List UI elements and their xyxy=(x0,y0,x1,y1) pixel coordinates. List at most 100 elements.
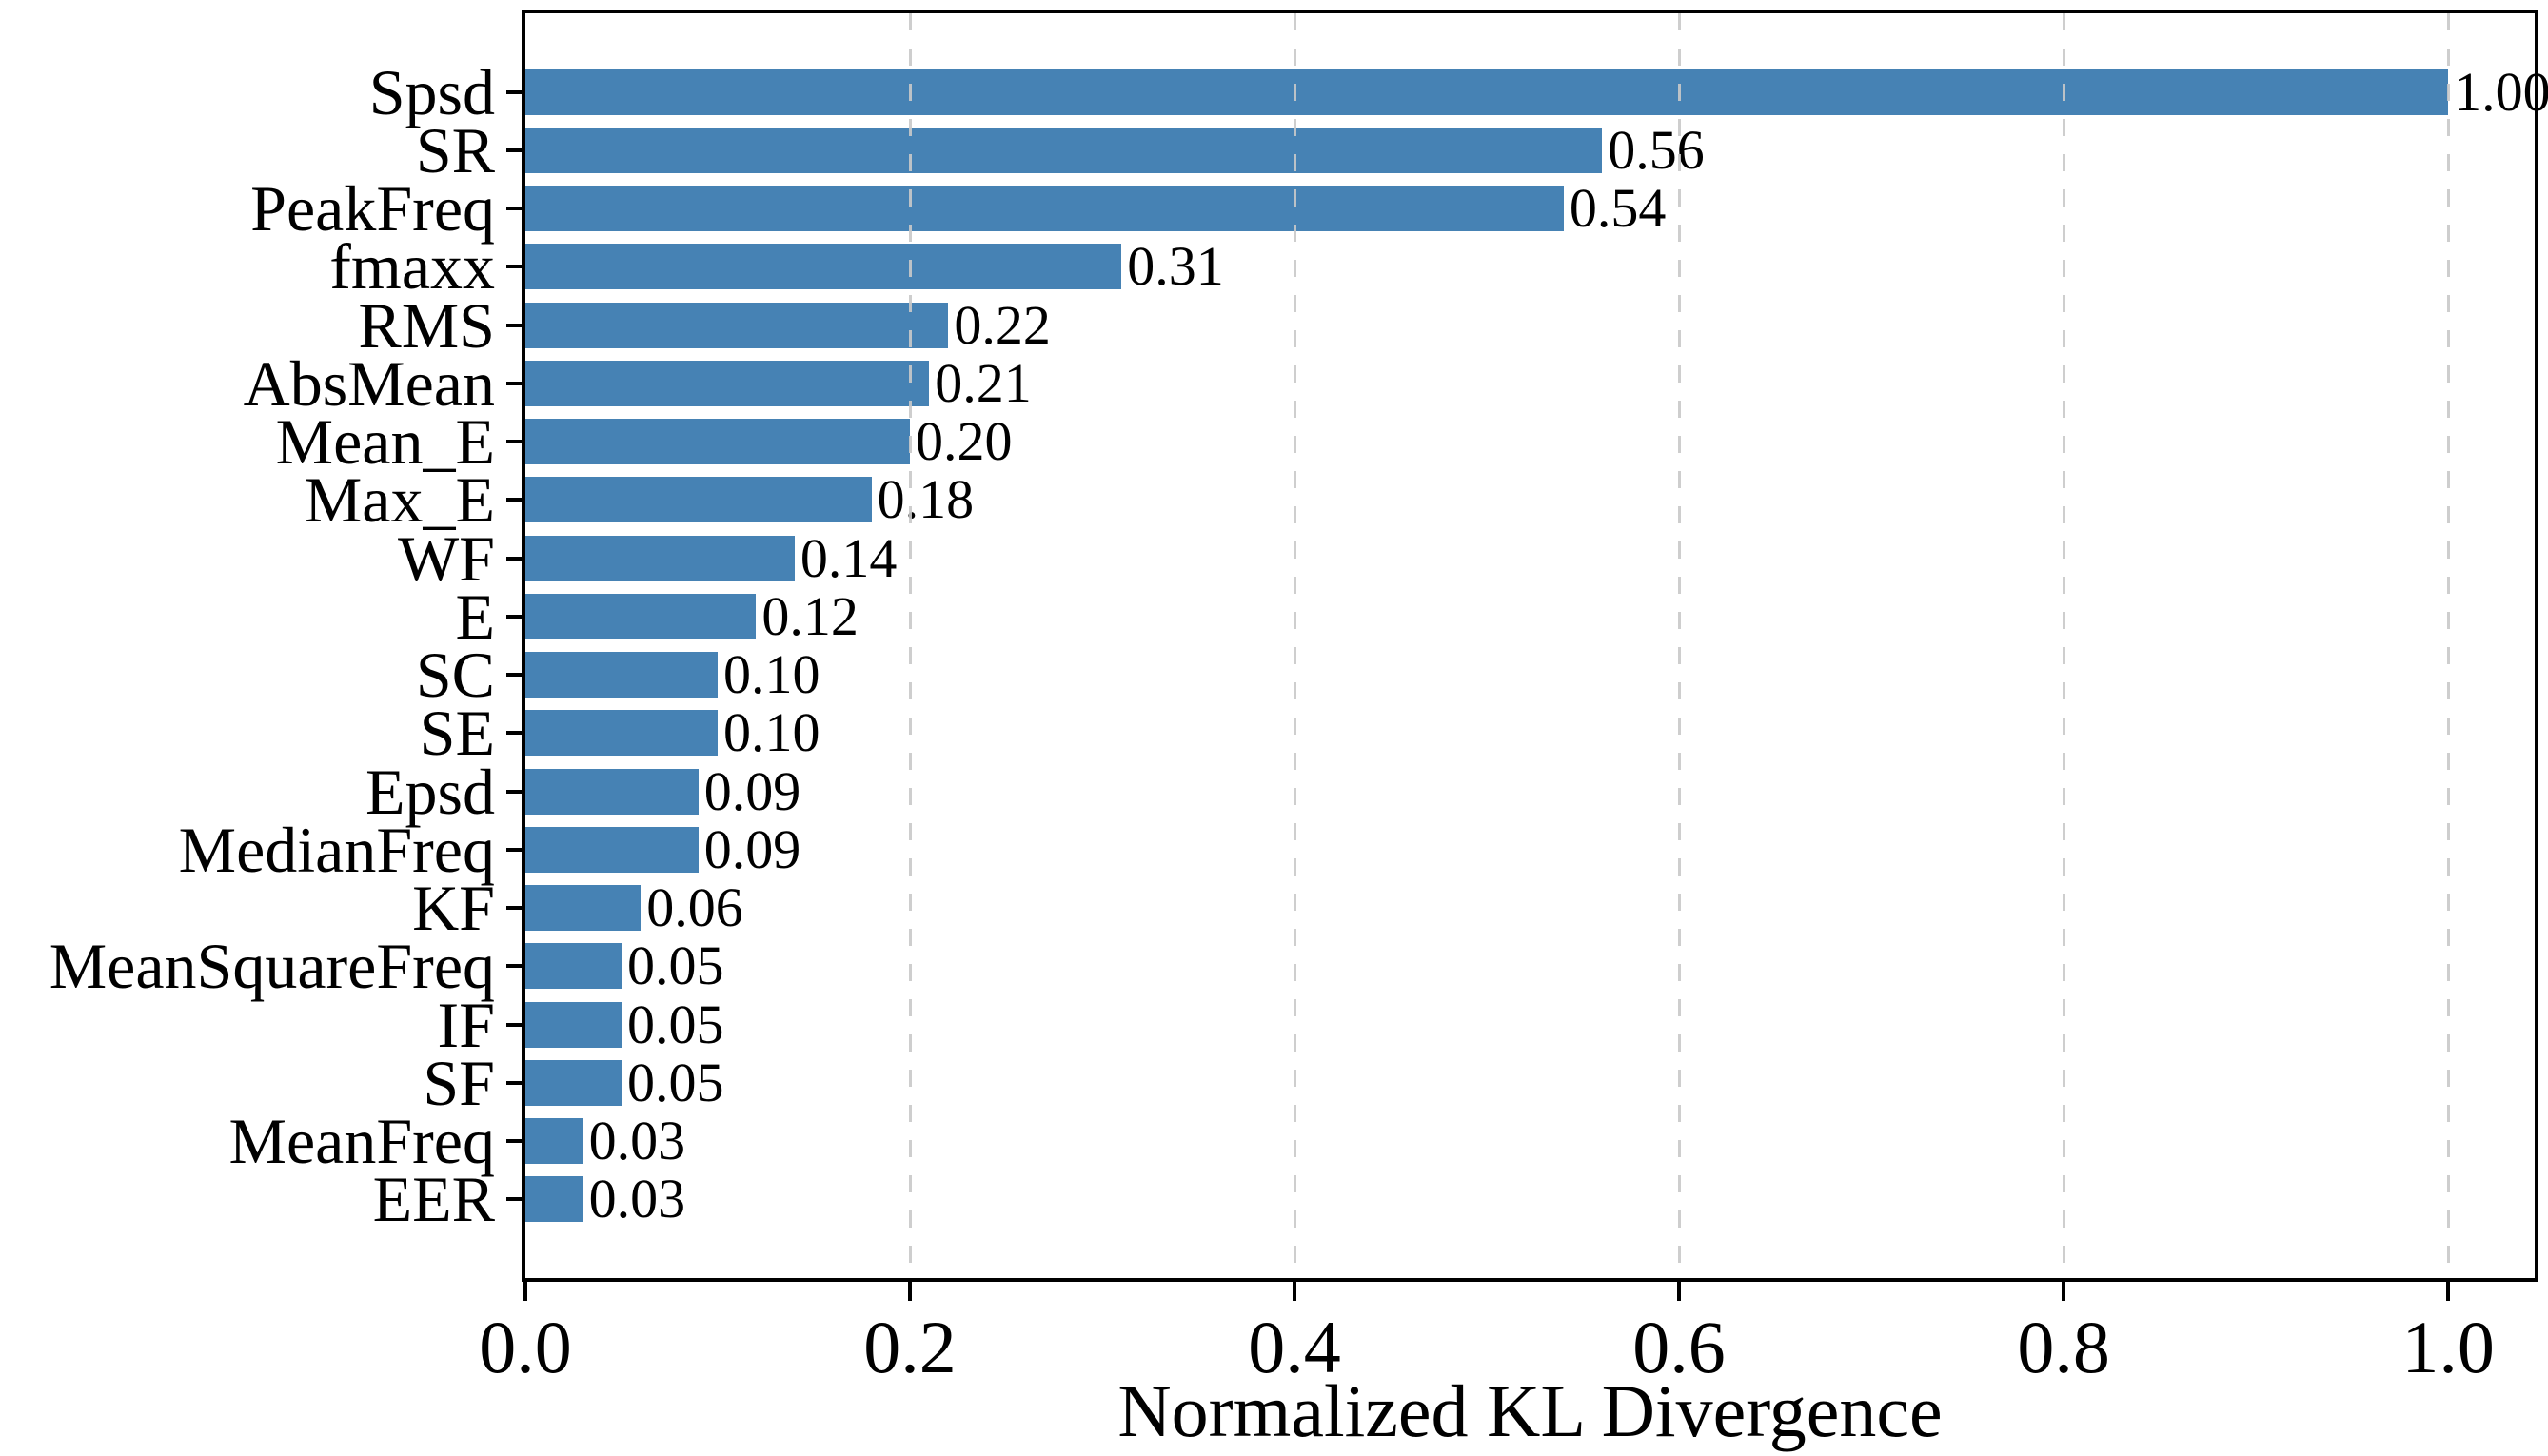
x-tick-mark xyxy=(523,1282,527,1301)
x-tick-label: 0.2 xyxy=(863,1306,957,1388)
y-tick-label: EER xyxy=(372,1163,495,1236)
y-tick-label: IF xyxy=(437,988,495,1061)
y-tick-label: SE xyxy=(419,697,495,770)
y-tick-label: WF xyxy=(398,521,495,595)
y-tick-label: RMS xyxy=(358,288,495,362)
bar-eer xyxy=(525,1176,583,1223)
y-tick-mark xyxy=(506,323,522,327)
bar-row: 0.20 xyxy=(525,413,2535,471)
bar-e xyxy=(525,593,757,639)
y-row: MedianFreq xyxy=(0,817,522,882)
bar-absmean xyxy=(525,360,930,406)
y-tick-mark xyxy=(506,265,522,269)
y-axis-labels: Spsd SR PeakFreq fmaxx RMS AbsMean Mean_E Max_E… xyxy=(0,13,522,1278)
y-row: Mean_E xyxy=(0,409,522,474)
x-tick-label: 0.8 xyxy=(2017,1306,2110,1388)
y-tick-label: KF xyxy=(412,872,495,944)
x-tick-mark xyxy=(2446,1282,2451,1301)
y-row: MeanSquareFreq xyxy=(0,930,522,1003)
plot-inner: 1.00 0.56 0.54 0.31 0.22 0.21 0.20 0.18 0.14 0.12… xyxy=(525,13,2548,1278)
y-tick-mark xyxy=(506,440,522,443)
y-tick-label: Mean_E xyxy=(275,405,495,478)
bar-value-label: 0.12 xyxy=(761,584,859,647)
y-tick-mark xyxy=(506,906,522,910)
bar-value-label: 0.03 xyxy=(588,1168,686,1230)
bar-mean_e xyxy=(525,419,911,464)
bar-row: 0.10 xyxy=(525,704,2535,762)
bar-value-label: 0.18 xyxy=(877,468,975,531)
y-tick-mark xyxy=(506,1080,522,1085)
y-row: SE xyxy=(0,700,522,765)
bar-wf xyxy=(525,535,795,581)
bar-spsd xyxy=(525,69,2449,115)
bar-max_e xyxy=(525,477,872,523)
y-row: MeanFreq xyxy=(0,1105,522,1177)
bar-value-label: 0.31 xyxy=(1127,235,1224,298)
x-tick-label: 0.6 xyxy=(1632,1306,1726,1388)
bar-medianfreq xyxy=(525,826,699,873)
y-row: SC xyxy=(0,642,522,707)
bar-value-label: 0.20 xyxy=(916,410,1013,472)
x-tick-label: 0.4 xyxy=(1248,1306,1341,1388)
bar-row: 0.56 xyxy=(525,121,2535,179)
bar-row: 0.03 xyxy=(525,1171,2535,1229)
y-tick-mark xyxy=(506,498,522,502)
bar-row: 0.22 xyxy=(525,296,2535,354)
y-tick-mark xyxy=(506,1197,522,1202)
bar-row: 0.12 xyxy=(525,587,2535,645)
y-tick-label: Epsd xyxy=(365,755,495,828)
bar-value-label: 0.09 xyxy=(703,817,801,880)
y-tick-mark xyxy=(506,1022,522,1027)
y-tick-mark xyxy=(506,1139,522,1143)
y-tick-label: MedianFreq xyxy=(178,813,495,886)
bar-row: 0.54 xyxy=(525,180,2535,238)
y-tick-label: SC xyxy=(415,639,495,711)
bar-kf xyxy=(525,885,642,931)
x-tick-label: 1.0 xyxy=(2401,1306,2495,1388)
x-tick-mark xyxy=(908,1282,913,1301)
y-tick-label: MeanFreq xyxy=(228,1105,495,1177)
bar-sr xyxy=(525,127,1603,173)
y-tick-mark xyxy=(506,381,522,385)
bar-rms xyxy=(525,302,949,348)
bar-row: 0.05 xyxy=(525,995,2535,1053)
y-tick-mark xyxy=(506,148,522,152)
y-row: EER xyxy=(0,1167,522,1231)
bar-row: 0.18 xyxy=(525,471,2535,529)
y-tick-mark xyxy=(506,614,522,619)
x-tick-label: 0.0 xyxy=(479,1306,572,1388)
bar-row: 0.21 xyxy=(525,354,2535,412)
y-tick-mark xyxy=(506,789,522,794)
y-tick-label: MeanSquareFreq xyxy=(49,930,495,1003)
y-row: Max_E xyxy=(0,467,522,532)
bar-row: 0.03 xyxy=(525,1112,2535,1171)
bar-sf xyxy=(525,1059,622,1106)
x-axis: 0.0 0.2 0.4 0.6 0.8 1.0 xyxy=(479,1282,2535,1406)
y-row: IF xyxy=(0,993,522,1057)
y-tick-label: SR xyxy=(415,113,495,187)
y-tick-label: PeakFreq xyxy=(250,172,495,245)
bar-row: 0.31 xyxy=(525,238,2535,296)
bar-value-label: 0.10 xyxy=(723,701,820,764)
bar-value-label: 0.05 xyxy=(627,1051,724,1113)
bar-value-label: 0.56 xyxy=(1608,118,1705,181)
bar-value-label: 0.05 xyxy=(627,935,724,997)
y-row: WF xyxy=(0,526,522,591)
bar-if xyxy=(525,1001,622,1048)
y-tick-mark xyxy=(506,556,522,561)
y-tick-mark xyxy=(506,89,522,94)
y-tick-mark xyxy=(506,731,522,736)
bar-meanfreq xyxy=(525,1118,583,1164)
y-row: fmaxx xyxy=(0,234,522,299)
y-row: E xyxy=(0,584,522,649)
bar-value-label: 0.54 xyxy=(1569,177,1667,239)
bar-value-label: 0.22 xyxy=(954,293,1051,356)
y-row: AbsMean xyxy=(0,351,522,416)
y-row: Spsd xyxy=(0,60,522,125)
x-tick-mark xyxy=(1677,1282,1682,1301)
bar-value-label: 0.05 xyxy=(627,993,724,1055)
bar-se xyxy=(525,710,718,757)
y-row: SR xyxy=(0,118,522,183)
bar-row: 0.06 xyxy=(525,879,2535,937)
